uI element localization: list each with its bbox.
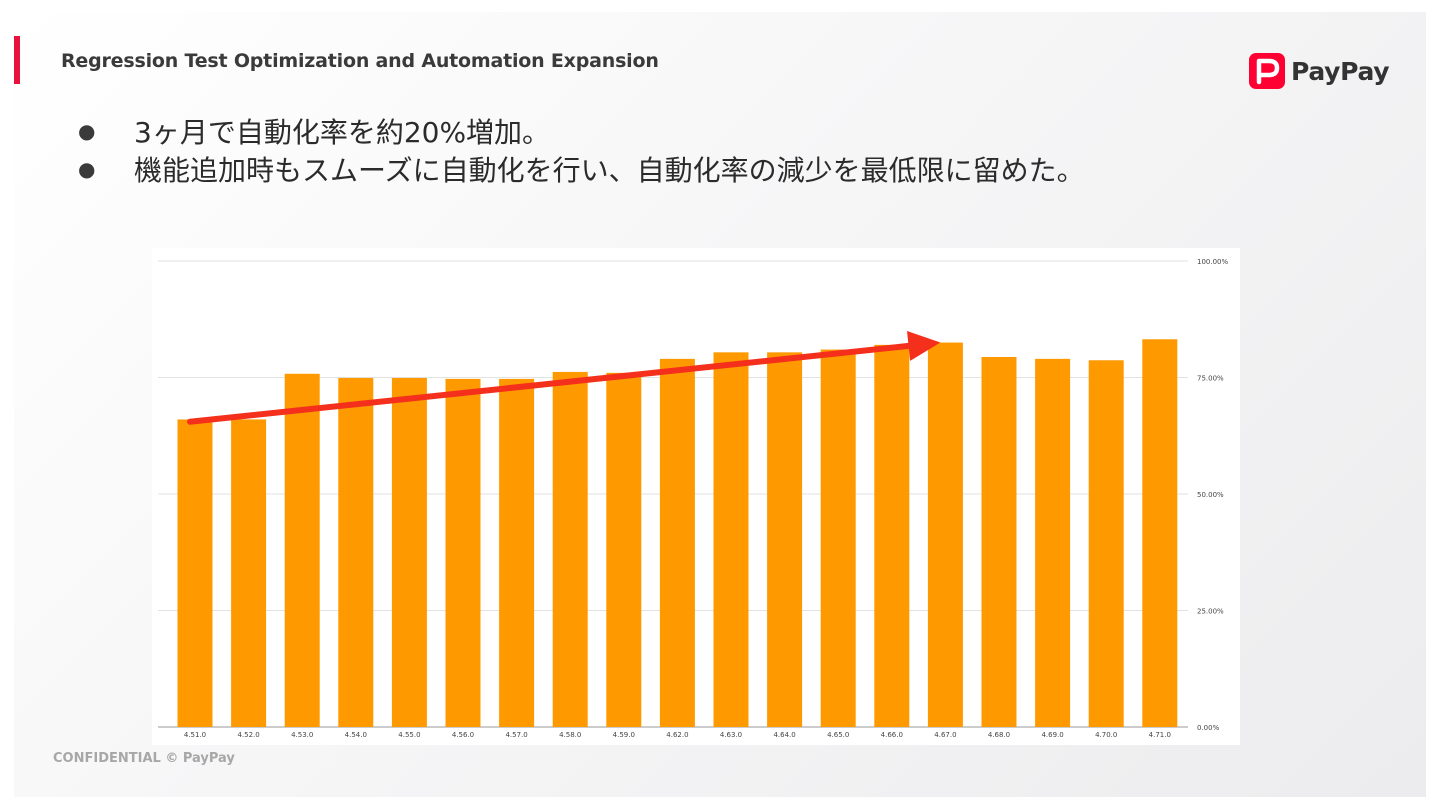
x-tick-label: 4.54.0 (345, 731, 367, 739)
bar (231, 419, 267, 727)
bar (284, 373, 320, 727)
bar (1088, 360, 1124, 727)
bar (445, 378, 481, 727)
x-tick-label: 4.53.0 (291, 731, 313, 739)
bar (927, 342, 963, 727)
x-tick-label: 4.69.0 (1041, 731, 1063, 739)
bar (1035, 358, 1071, 727)
x-tick-label: 4.70.0 (1095, 731, 1117, 739)
logo-wordmark: PayPay (1291, 56, 1390, 86)
bar (874, 344, 910, 727)
bullet-list: ● 3ヶ月で自動化率を約20%増加。 ● 機能追加時もスムーズに自動化を行い、自… (78, 112, 1085, 188)
bar (981, 356, 1017, 727)
bar (820, 349, 856, 727)
bar (713, 352, 749, 727)
chart-panel: 0.00% 25.00% 50.00% 75.00% 100.00% 4.51.0 4.52… (152, 248, 1240, 745)
x-tick-label: 4.51.0 (184, 731, 206, 739)
bar (391, 377, 427, 727)
x-tick-label: 4.62.0 (666, 731, 688, 739)
brand-logo: PayPay (1249, 52, 1390, 90)
x-tick-label: 4.71.0 (1149, 731, 1171, 739)
x-tick-label: 4.58.0 (559, 731, 581, 739)
x-tick-label: 4.67.0 (934, 731, 956, 739)
x-tick-label: 4.55.0 (398, 731, 420, 739)
paypay-logo-icon (1249, 53, 1285, 89)
y-tick-label: 0.00% (1197, 724, 1220, 732)
bar (499, 378, 535, 727)
bar (659, 358, 695, 727)
trend-arrow-line (187, 342, 912, 425)
bar (606, 372, 642, 727)
y-tick-label: 25.00% (1197, 608, 1224, 616)
y-tick-label: 50.00% (1197, 491, 1224, 499)
slide-title: Regression Test Optimization and Automat… (61, 50, 659, 72)
bullet-text: 3ヶ月で自動化率を約20%増加。 (134, 116, 551, 149)
bullet-item: ● 3ヶ月で自動化率を約20%増加。 (78, 112, 1085, 150)
title-accent-bar (14, 36, 20, 84)
x-tick-label: 4.57.0 (505, 731, 527, 739)
bullet-text: 機能追加時もスムーズに自動化を行い、自動化率の減少を最低限に留めた。 (134, 154, 1085, 187)
automation-rate-bar-chart: 0.00% 25.00% 50.00% 75.00% 100.00% 4.51.0 4.52… (158, 258, 1228, 739)
trend-arrow-head (907, 330, 941, 361)
x-tick-label: 4.68.0 (988, 731, 1010, 739)
bullet-dot-icon: ● (78, 119, 96, 143)
confidential-footer: CONFIDENTIAL © PayPay (53, 751, 235, 766)
x-tick-label: 4.63.0 (720, 731, 742, 739)
x-tick-label: 4.59.0 (613, 731, 635, 739)
x-tick-label: 4.66.0 (881, 731, 903, 739)
x-tick-label: 4.52.0 (237, 731, 259, 739)
bullet-item: ● 機能追加時もスムーズに自動化を行い、自動化率の減少を最低限に留めた。 (78, 150, 1085, 188)
bar (552, 371, 588, 727)
y-tick-label: 75.00% (1197, 375, 1224, 383)
y-tick-label: 100.00% (1197, 258, 1228, 266)
bar (338, 377, 374, 727)
bar (177, 419, 213, 727)
x-tick-label: 4.64.0 (773, 731, 795, 739)
bar (767, 352, 803, 727)
x-tick-label: 4.65.0 (827, 731, 849, 739)
bullet-dot-icon: ● (78, 157, 96, 181)
x-tick-label: 4.56.0 (452, 731, 474, 739)
bar (1142, 339, 1178, 727)
